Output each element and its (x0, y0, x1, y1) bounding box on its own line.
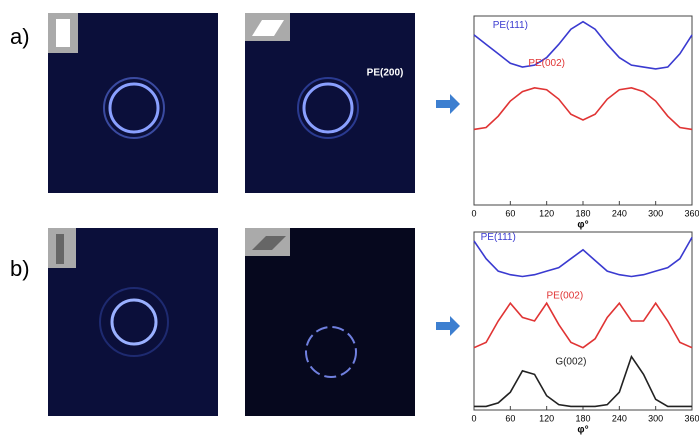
panel-label: b) (10, 256, 30, 281)
diffraction-image (245, 228, 415, 416)
x-tick-label: 300 (648, 208, 663, 218)
diffraction-image (48, 13, 218, 193)
plot-frame (474, 232, 692, 410)
series-line (474, 303, 692, 348)
series-line (474, 237, 692, 276)
series-label: PE(111) (481, 232, 516, 243)
figure: a) b) PE(200) 0 60 120 180 240 300 360 φ° PE(111… (0, 0, 699, 443)
annotation: PE(200) (367, 68, 404, 79)
x-tick-label: 60 (505, 208, 515, 218)
x-tick-label: 240 (612, 413, 627, 423)
x-tick-label: 360 (684, 413, 699, 423)
x-tick-label: 0 (471, 208, 476, 218)
x-tick-label: 240 (612, 208, 627, 218)
x-tick-label: 120 (539, 413, 554, 423)
series-label: PE(002) (528, 58, 565, 69)
arrow (436, 316, 460, 336)
series-label: G(002) (555, 357, 586, 368)
x-tick-label: 0 (471, 413, 476, 423)
x-tick-label: 180 (575, 208, 590, 218)
diffraction-image: PE(200) (245, 13, 415, 193)
x-tick-label: 60 (505, 413, 515, 423)
x-tick-label: 120 (539, 208, 554, 218)
x-tick-label: 300 (648, 413, 663, 423)
plot-frame (474, 16, 692, 205)
x-tick-label: 360 (684, 208, 699, 218)
series-line (474, 88, 692, 130)
panel-label: a) (10, 24, 30, 49)
diffraction-image (48, 228, 218, 416)
x-tick-label: 180 (575, 413, 590, 423)
arrow (436, 94, 460, 114)
series-label: PE(002) (546, 291, 583, 302)
series-label: PE(111) (493, 20, 528, 31)
x-axis-label: φ° (577, 425, 588, 436)
x-axis-label: φ° (577, 220, 588, 231)
